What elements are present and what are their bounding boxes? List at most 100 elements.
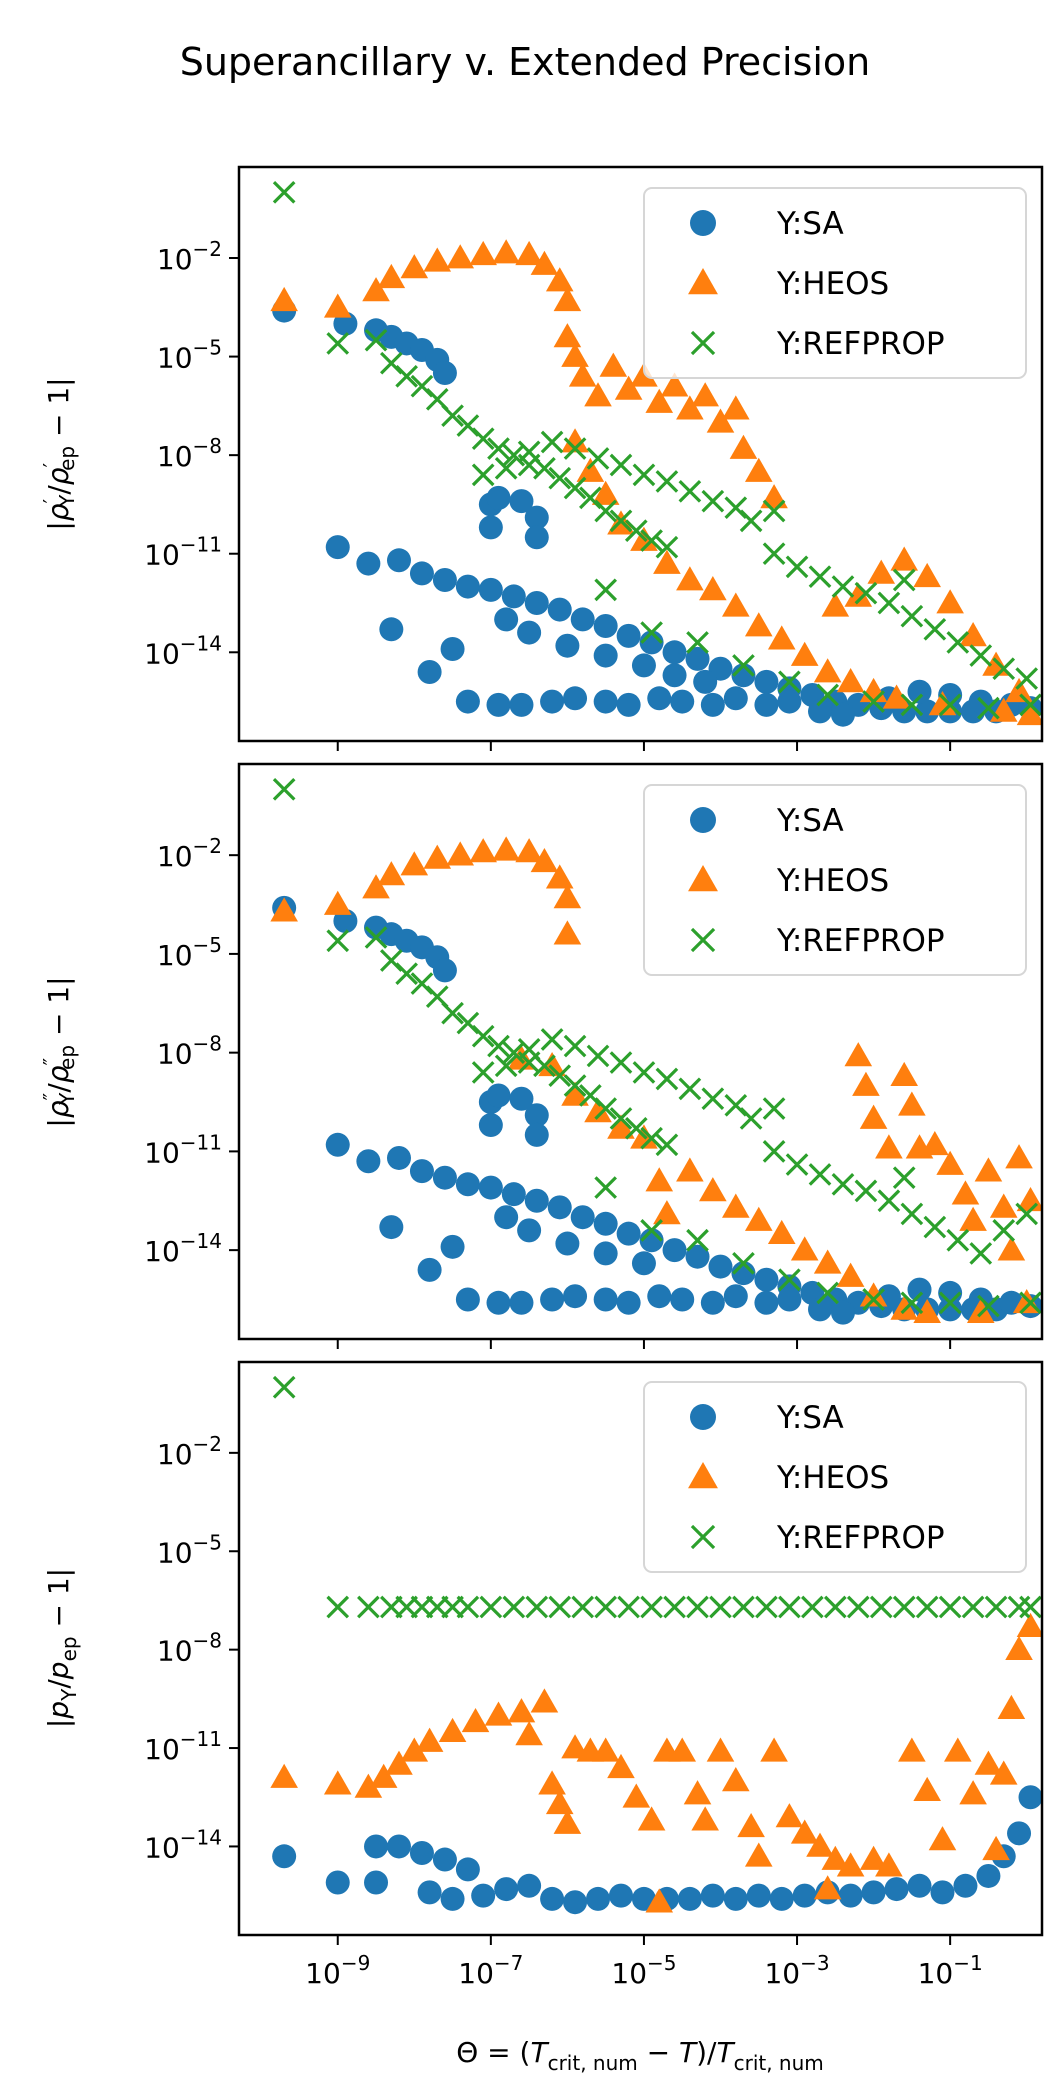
data-point	[732, 1595, 755, 1619]
data-point	[686, 631, 709, 654]
data-point	[486, 1083, 511, 1108]
data-point	[806, 1832, 834, 1857]
series-ysa	[272, 1785, 1042, 1915]
data-point	[432, 958, 457, 983]
y-tick-label: 10−11	[144, 1727, 222, 1766]
data-point	[821, 592, 850, 617]
data-point	[417, 1257, 442, 1282]
data-point	[323, 293, 352, 318]
data-point	[722, 1767, 750, 1792]
data-point	[882, 684, 911, 709]
legend-marker	[690, 927, 716, 953]
data-point	[515, 240, 543, 266]
data-point	[517, 1218, 542, 1243]
data-point	[417, 660, 442, 685]
data-point	[982, 1835, 1010, 1861]
data-point	[722, 1193, 750, 1218]
data-point	[553, 920, 582, 945]
data-point	[683, 1780, 712, 1805]
ylabel-rest: − 1|	[42, 1568, 75, 1637]
legend-item: Y:SA	[690, 1400, 844, 1436]
ylabel-sub-y: Y	[55, 1092, 79, 1106]
data-point	[1005, 677, 1033, 703]
data-point	[509, 489, 534, 514]
data-point	[455, 1172, 480, 1197]
data-point	[333, 311, 358, 336]
ylabel-sub-ep: ep	[57, 1636, 81, 1661]
data-point	[892, 568, 916, 592]
legend-label: Y:SA	[776, 206, 844, 242]
data-point	[938, 693, 962, 717]
data-point	[723, 686, 748, 711]
legend-marker	[688, 1462, 718, 1489]
tick-base: 10	[157, 1038, 193, 1071]
data-point	[432, 568, 457, 593]
tick-exponent: −5	[193, 933, 222, 957]
data-point	[653, 549, 681, 574]
legend-marker	[690, 330, 716, 356]
data-point	[440, 1886, 465, 1911]
data-point	[662, 640, 687, 665]
x-tick-label: 10−1	[918, 1951, 983, 1990]
data-point	[377, 861, 406, 886]
data-point	[553, 323, 582, 348]
data-point	[540, 1028, 564, 1051]
data-point	[455, 1287, 480, 1312]
ylabel-rest: − 1|	[42, 976, 75, 1045]
y-tick-label: 10−11	[144, 1130, 222, 1169]
data-point	[936, 1150, 964, 1175]
data-point	[997, 1694, 1026, 1720]
data-point	[813, 658, 842, 683]
data-point	[969, 644, 993, 667]
legend-label: Y:HEOS	[776, 863, 889, 899]
data-point	[494, 1877, 519, 1902]
tick-exponent: −8	[193, 1629, 222, 1653]
data-point	[326, 332, 350, 355]
tick-base: 10	[611, 1957, 647, 1990]
data-point	[923, 1215, 947, 1239]
data-point	[655, 535, 679, 559]
tick-exponent: −9	[341, 1951, 370, 1975]
ylabel-bar-left: |	[42, 1719, 75, 1728]
data-point	[762, 1140, 786, 1163]
data-point	[677, 1886, 702, 1911]
data-point	[640, 1219, 663, 1242]
data-point	[877, 591, 901, 615]
xlabel-minus: −	[638, 2036, 679, 2069]
data-point	[778, 1595, 801, 1619]
data-point	[385, 1750, 413, 1775]
data-point	[501, 584, 526, 609]
data-point	[706, 408, 735, 433]
plot-area	[270, 778, 1042, 1325]
data-point	[808, 565, 832, 589]
data-point	[524, 1122, 549, 1147]
ylabel-slash: /	[42, 1679, 75, 1689]
tick-exponent: −11	[180, 1130, 222, 1154]
data-point	[379, 1215, 404, 1240]
legend-label: Y:REFPROP	[776, 923, 945, 959]
ylabel-bar-left: |	[42, 1118, 75, 1127]
data-point	[754, 692, 779, 717]
data-point	[898, 1737, 926, 1762]
data-point	[836, 668, 865, 693]
data-point	[395, 364, 418, 388]
data-point	[813, 1249, 842, 1274]
data-point	[1019, 1291, 1042, 1315]
data-point	[400, 851, 429, 876]
data-point	[563, 1074, 587, 1097]
data-point	[386, 548, 411, 573]
data-point	[647, 686, 672, 711]
data-point	[655, 1067, 679, 1091]
plot-area	[270, 180, 1042, 727]
data-point	[594, 1595, 618, 1619]
data-point	[686, 1595, 709, 1619]
tick-exponent: −3	[800, 1951, 829, 1975]
data-point	[441, 1001, 464, 1025]
data-point	[616, 692, 641, 717]
data-point	[691, 1806, 719, 1831]
data-point	[364, 926, 388, 949]
legend-marker	[690, 1404, 716, 1430]
data-point	[946, 631, 970, 654]
